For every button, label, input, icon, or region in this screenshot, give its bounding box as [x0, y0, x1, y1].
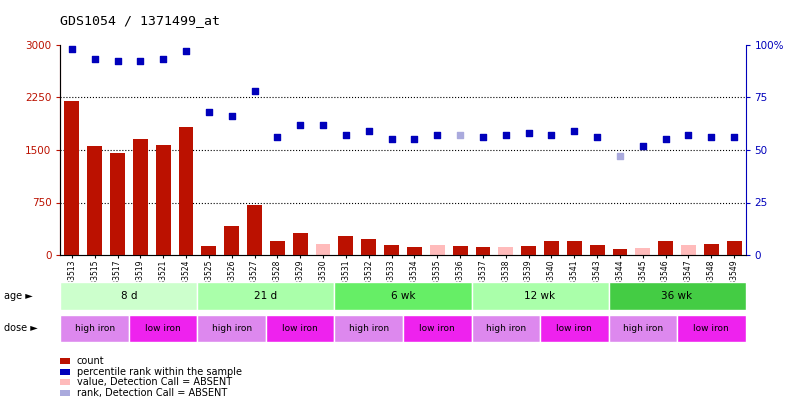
Text: rank, Detection Call = ABSENT: rank, Detection Call = ABSENT	[77, 388, 226, 398]
Text: 21 d: 21 d	[255, 291, 277, 301]
Bar	[316, 244, 330, 255]
Bar	[498, 247, 513, 255]
Bar	[472, 315, 540, 342]
Bar	[430, 245, 445, 255]
Text: 6 wk: 6 wk	[391, 291, 415, 301]
Text: 36 wk: 36 wk	[662, 291, 692, 301]
Bar	[197, 282, 334, 310]
Text: high iron: high iron	[349, 324, 388, 333]
Bar	[202, 246, 216, 255]
Point	[225, 113, 239, 119]
Point	[591, 134, 604, 141]
Text: dose ►: dose ►	[4, 324, 38, 333]
Text: high iron: high iron	[75, 324, 114, 333]
Bar	[659, 241, 673, 255]
Bar	[384, 245, 399, 255]
Point	[293, 122, 306, 128]
Point	[408, 136, 421, 143]
Bar	[613, 249, 627, 255]
Point	[682, 132, 695, 139]
Bar	[540, 315, 609, 342]
Point	[271, 134, 284, 141]
Point	[522, 130, 535, 136]
Point	[339, 132, 352, 139]
Point	[704, 134, 717, 141]
Bar	[64, 101, 79, 255]
Text: low iron: low iron	[419, 324, 455, 333]
Point	[499, 132, 512, 139]
Point	[88, 56, 101, 62]
Point	[476, 134, 489, 141]
Bar	[704, 244, 719, 255]
Point	[362, 128, 375, 134]
Bar	[179, 128, 193, 255]
Bar	[521, 246, 536, 255]
Point	[567, 128, 580, 134]
Point	[659, 136, 672, 143]
Text: GDS1054 / 1371499_at: GDS1054 / 1371499_at	[60, 14, 221, 27]
Bar	[453, 246, 467, 255]
Point	[248, 87, 261, 94]
Text: age ►: age ►	[4, 291, 33, 301]
Point	[180, 48, 193, 54]
Bar	[110, 153, 125, 255]
Point	[111, 58, 124, 65]
Text: low iron: low iron	[145, 324, 181, 333]
Point	[430, 132, 443, 139]
Bar	[609, 282, 746, 310]
Bar	[407, 247, 422, 255]
Point	[728, 134, 741, 141]
Point	[545, 132, 558, 139]
Bar	[247, 205, 262, 255]
Bar	[224, 226, 239, 255]
Point	[613, 153, 626, 160]
Bar	[87, 146, 102, 255]
Bar	[270, 241, 285, 255]
Text: low iron: low iron	[282, 324, 318, 333]
Bar	[197, 315, 266, 342]
Bar	[156, 145, 171, 255]
Bar	[334, 282, 472, 310]
Bar	[727, 241, 742, 255]
Bar	[635, 248, 650, 255]
Bar	[129, 315, 197, 342]
Bar	[334, 315, 403, 342]
Text: high iron: high iron	[212, 324, 251, 333]
Bar	[609, 315, 677, 342]
Text: 8 d: 8 d	[121, 291, 137, 301]
Text: high iron: high iron	[486, 324, 526, 333]
Text: 12 wk: 12 wk	[525, 291, 555, 301]
Bar	[472, 282, 609, 310]
Text: low iron: low iron	[693, 324, 729, 333]
Bar	[293, 233, 308, 255]
Bar	[60, 315, 129, 342]
Bar	[677, 315, 746, 342]
Bar	[339, 236, 353, 255]
Text: low iron: low iron	[556, 324, 592, 333]
Point	[65, 45, 78, 52]
Point	[134, 58, 147, 65]
Text: high iron: high iron	[623, 324, 663, 333]
Bar	[544, 241, 559, 255]
Text: percentile rank within the sample: percentile rank within the sample	[77, 367, 242, 377]
Bar	[361, 239, 376, 255]
Bar	[133, 139, 147, 255]
Bar	[60, 282, 197, 310]
Bar	[590, 245, 604, 255]
Point	[636, 143, 649, 149]
Bar	[681, 245, 696, 255]
Point	[202, 109, 215, 115]
Text: value, Detection Call = ABSENT: value, Detection Call = ABSENT	[77, 377, 231, 387]
Point	[454, 132, 467, 139]
Bar	[476, 247, 490, 255]
Bar	[266, 315, 334, 342]
Point	[385, 136, 398, 143]
Point	[317, 122, 330, 128]
Bar	[403, 315, 472, 342]
Text: count: count	[77, 356, 104, 366]
Point	[156, 56, 169, 62]
Bar	[567, 241, 582, 255]
